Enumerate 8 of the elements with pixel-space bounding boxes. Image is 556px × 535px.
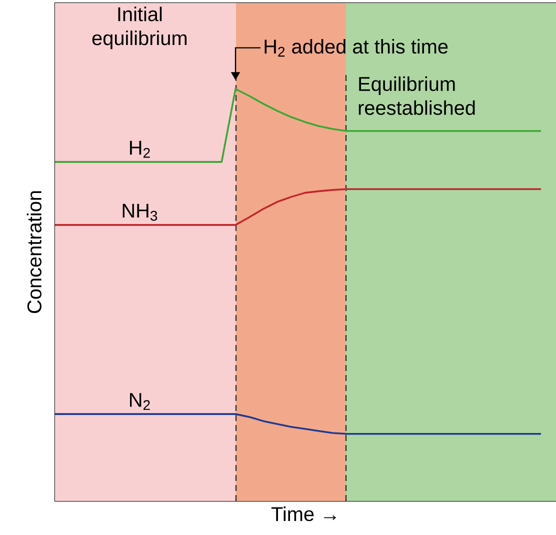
series-label: H$_{2}$ <box>130 140 150 158</box>
x-axis-title: Time → <box>271 506 336 522</box>
series-label: N$_{2}$ <box>130 393 150 410</box>
y-axis-title: Concentration <box>26 191 42 314</box>
text: Initial equilibrium <box>92 6 187 50</box>
series-label: NH$_{3}$ <box>122 204 158 221</box>
text: H$_{2}$ added at this time <box>264 39 448 57</box>
annotation: Equilibrium reestablished <box>358 76 475 115</box>
